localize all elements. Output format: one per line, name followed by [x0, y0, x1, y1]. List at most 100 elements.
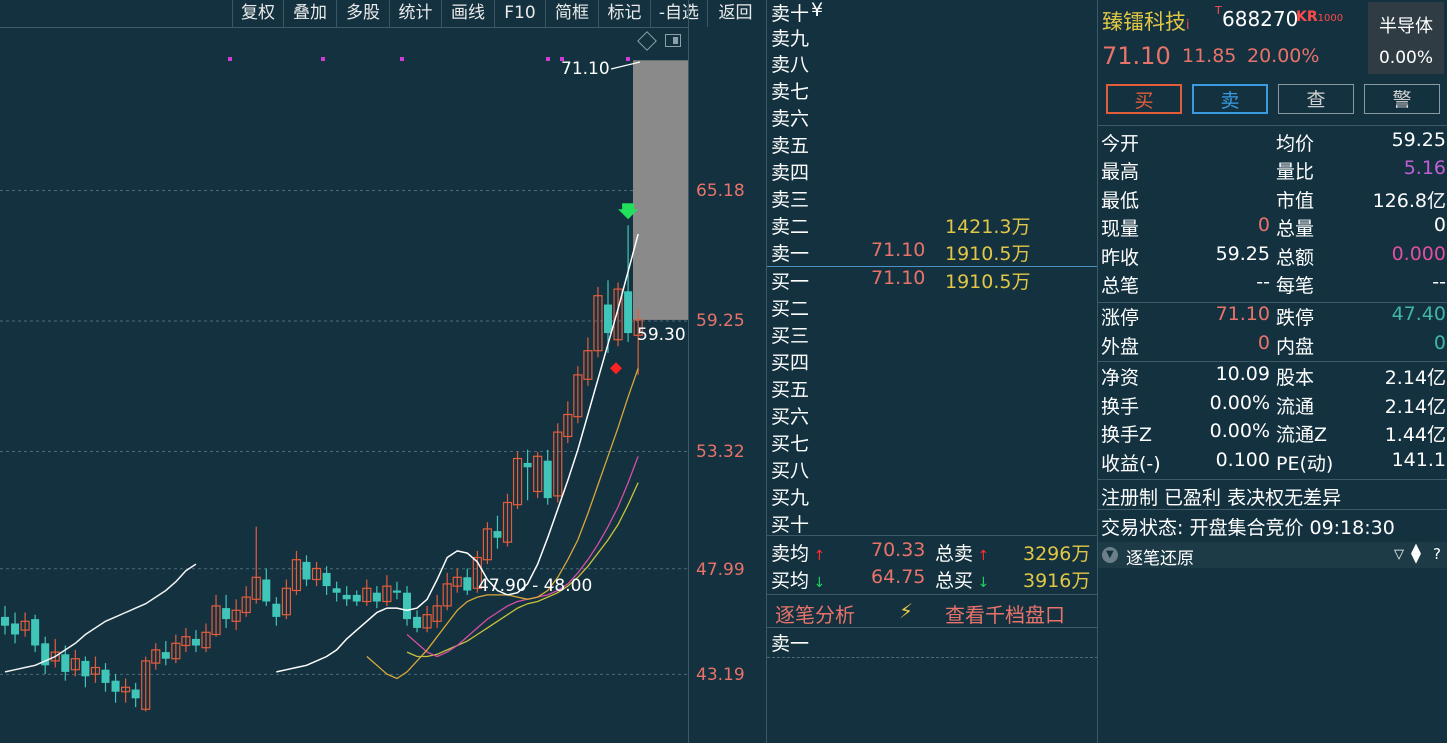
candle-body [241, 596, 251, 614]
ask-row[interactable]: 卖十 ¥ [767, 0, 1098, 26]
candle-body [120, 686, 131, 693]
candle-body [70, 658, 80, 671]
bid-level-label: 买三 [771, 325, 810, 347]
candle-body [31, 619, 40, 646]
toolbar-mark-button[interactable]: 标记 [598, 0, 650, 27]
query-button[interactable]: 查 [1278, 84, 1354, 114]
ask-row[interactable]: 卖八 [767, 50, 1098, 77]
candlestick-chart[interactable] [0, 28, 688, 743]
quote-label: 内盘 [1276, 336, 1315, 358]
bid-row[interactable]: 买五 [767, 375, 1098, 402]
sell-avg-label: 卖均 ↑ [771, 543, 826, 565]
quote-row: 昨收 59.25 总额 0.000 [1098, 243, 1447, 271]
toolbar-overlay-button[interactable]: 叠加 [283, 0, 336, 27]
ask-row[interactable]: 卖一 71.10 1910.5万 [767, 239, 1098, 266]
trade-status: 交易状态: 开盘集合竞价 09:18:30 [1101, 517, 1395, 539]
collapse-circle-icon[interactable] [1102, 547, 1118, 563]
buy-average-row: 买均 ↓ 64.75 总买 ↓ 3916万 [767, 566, 1098, 593]
ask-row[interactable]: 卖四 [767, 158, 1098, 185]
bid-row[interactable]: 买八 [767, 456, 1098, 483]
candle-body [171, 642, 181, 660]
quote-divider [1098, 302, 1447, 303]
toolbar-simple-frame-button[interactable]: 简框 [545, 0, 598, 27]
help-icon[interactable]: ? [1433, 545, 1441, 563]
ask-row[interactable]: 卖二 1421.3万 [767, 212, 1098, 239]
bid-row[interactable]: 买十 [767, 510, 1098, 537]
candle-body [442, 583, 452, 607]
price-change-pct: 20.00% [1247, 45, 1320, 67]
quote-label: 股本 [1276, 367, 1315, 389]
ask-row[interactable]: 卖五 [767, 131, 1098, 158]
total-sell-label: 总卖 ↑ [935, 543, 990, 565]
candle-body [281, 587, 291, 616]
ask-level-label: 卖二 [771, 216, 810, 238]
bid-row[interactable]: 买九 [767, 483, 1098, 510]
thousand-levels-link[interactable]: 查看千档盘口 [945, 603, 1065, 627]
quote-value: 0 [1257, 214, 1270, 236]
price-change: 11.85 [1182, 45, 1237, 67]
down-arrow-icon: ↓ [973, 575, 990, 591]
toolbar-fuquan-button[interactable]: 复权 [232, 0, 283, 27]
sell-button[interactable]: 卖 [1192, 84, 1268, 114]
ma-olive-line [406, 482, 639, 658]
toolbar-f10-button[interactable]: F10 [494, 0, 545, 27]
buy-avg-value: 64.75 [871, 566, 926, 588]
quote-label: 换手Z [1101, 424, 1153, 446]
toolbar-multi-stock-button[interactable]: 多股 [336, 0, 389, 27]
quote-value: 0 [1433, 332, 1446, 354]
toolbar-draw-button[interactable]: 画线 [441, 0, 494, 27]
quote-row: 外盘 0 内盘 0 [1098, 332, 1447, 360]
filter-icon[interactable]: ▽ [1394, 547, 1404, 562]
quote-value: 0.100 [1215, 449, 1270, 471]
candle-body [624, 291, 633, 334]
candle-body [452, 576, 462, 587]
ask-row[interactable]: 卖七 [767, 77, 1098, 104]
ask-row[interactable]: 卖六 [767, 104, 1098, 131]
alert-button[interactable]: 警 [1364, 84, 1440, 114]
bid-row[interactable]: 买三 [767, 321, 1098, 348]
signal-dot [560, 57, 564, 61]
quote-label: 昨收 [1101, 247, 1140, 269]
candle-body [392, 590, 401, 593]
total-sell-value: 3296万 [1023, 543, 1091, 565]
sort-icon[interactable]: ▲ ▼ [1411, 541, 1421, 566]
toolbar-stats-button[interactable]: 统计 [389, 0, 441, 27]
bid-row[interactable]: 买二 [767, 294, 1098, 321]
quote-row: 总笔 -- 每笔 -- [1098, 271, 1447, 299]
candle-body [604, 304, 612, 334]
candle-body [372, 592, 381, 602]
candle-body [352, 594, 361, 602]
quote-row: 换手 0.00% 流通 2.14亿 [1098, 392, 1447, 420]
quote-value: 47.40 [1391, 303, 1446, 325]
bid-row[interactable]: 买四 [767, 348, 1098, 375]
chevron-down-icon: ▼ [1106, 549, 1114, 560]
candle-body [523, 462, 532, 468]
panel-toggle-icon[interactable] [665, 34, 681, 47]
quote-row: 最高 量比 5.16 [1098, 157, 1447, 185]
bid-level-label: 买八 [771, 460, 810, 482]
tick-analysis-link[interactable]: 逐笔分析 [775, 603, 855, 627]
stock-name: 臻镭科技i [1102, 6, 1190, 36]
bid-row[interactable]: 买六 [767, 402, 1098, 429]
ask-row[interactable]: 卖九 [767, 24, 1098, 51]
buy-button[interactable]: 买 [1106, 84, 1182, 114]
tick-restore-header[interactable]: ▼ 逐笔还原 ▽ ▲ ▼ ? [1098, 541, 1447, 569]
bid-row[interactable]: 买七 [767, 429, 1098, 456]
bid-row[interactable]: 买一 71.10 1910.5万 [767, 267, 1098, 294]
sector-badge[interactable]: 半导体 0.00% [1368, 2, 1444, 74]
toolbar-watchlist-button[interactable]: -自选 [650, 0, 707, 27]
candle-body [251, 576, 261, 600]
quote-row: 净资 10.09 股本 2.14亿 [1098, 363, 1447, 391]
ask-row[interactable]: 卖三 [767, 185, 1098, 212]
quote-value: -- [1432, 271, 1446, 293]
toolbar-back-button[interactable]: 返回 [707, 0, 763, 27]
tick-list-item: 卖一 [767, 629, 1098, 656]
quote-label: 量比 [1276, 161, 1315, 183]
ask-level-label: 卖三 [771, 189, 810, 211]
candle-body [151, 649, 161, 664]
y-tick-label: 47.99 [696, 560, 745, 580]
ask-level-label: 卖六 [771, 108, 810, 130]
high-price-annotation: 71.10 [561, 59, 610, 79]
candle-body [20, 620, 30, 631]
kline-chart-panel[interactable]: 复权 叠加 多股 统计 画线 F10 简框 标记 -自选 返回 65.18 59… [0, 0, 766, 743]
